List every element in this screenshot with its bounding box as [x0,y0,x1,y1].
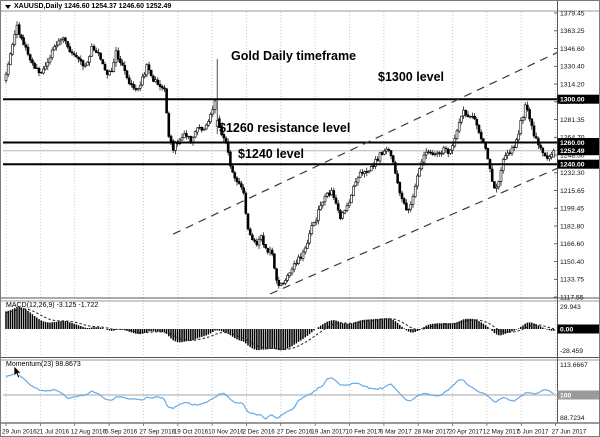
chart-title: XAUUSD,Daily 1246.60 1254.37 1246.60 125… [14,3,172,10]
panel-dividers [1,1,599,424]
svg-text:27 Dec 2016: 27 Dec 2016 [277,429,313,436]
svg-text:1300.00: 1300.00 [560,97,585,104]
svg-text:27 Sep 2016: 27 Sep 2016 [139,429,175,436]
svg-text:1232.30: 1232.30 [560,170,585,177]
annotation-1240-level: $1240 level [238,147,305,161]
chart-title-bar: XAUUSD,Daily 1246.60 1254.37 1246.60 125… [5,2,171,11]
svg-text:19 Jan 2017: 19 Jan 2017 [311,429,346,436]
macd-values: -3.125 -1.722 [56,302,99,309]
svg-text:1215.65: 1215.65 [560,188,585,195]
svg-text:-28.459: -28.459 [560,348,583,355]
macd-signal-line [5,308,554,350]
symbol-dropdown-icon[interactable] [5,4,11,9]
momentum-indicator-label: Momentum(23) 98.8673 [6,361,81,368]
svg-text:1330.40: 1330.40 [560,64,585,71]
svg-text:113.6667: 113.6667 [560,362,588,369]
svg-text:1182.80: 1182.80 [560,223,584,230]
price-axis[interactable]: 1379.451363.251346.601330.401314.201297.… [554,10,600,422]
svg-text:1199.45: 1199.45 [560,206,584,213]
annotation-1260-level: $1260 resistance level [219,121,351,135]
svg-text:2 Dec 2016: 2 Dec 2016 [243,429,276,436]
svg-text:1363.25: 1363.25 [560,28,585,35]
macd-histogram [5,307,555,351]
svg-text:1346.60: 1346.60 [560,46,585,53]
svg-text:28 Mar 2017: 28 Mar 2017 [414,429,450,436]
momentum-value: 98.8673 [55,361,81,368]
momentum-name: Momentum(23) [6,361,54,368]
svg-text:5 Sep 2016: 5 Sep 2016 [105,429,138,436]
trend-channel[interactable] [172,51,560,295]
svg-text:1260.00: 1260.00 [560,140,585,147]
svg-text:1248.50: 1248.50 [560,152,585,159]
svg-text:19 Oct 2016: 19 Oct 2016 [174,429,209,436]
annotation-gold-title: Gold Daily timeframe [231,49,357,63]
svg-text:1379.45: 1379.45 [560,10,585,17]
svg-text:10 Nov 2016: 10 Nov 2016 [208,429,244,436]
svg-text:20 Apr 2017: 20 Apr 2017 [449,429,483,436]
svg-text:88.7234: 88.7234 [560,415,585,422]
svg-text:27 Jun 2017: 27 Jun 2017 [552,429,587,436]
svg-text:100: 100 [560,393,572,400]
mouse-cursor-icon [13,366,22,379]
svg-text:10 Feb 2017: 10 Feb 2017 [346,429,382,436]
svg-text:29.943: 29.943 [560,304,581,311]
svg-text:0.00: 0.00 [560,327,573,334]
svg-text:1117.55: 1117.55 [560,294,584,301]
horizontal-level-lines[interactable] [3,98,557,166]
time-axis[interactable]: 29 Jun 2016 21 Jul 2016 12 Aug 2016 5 Sep 2… [2,423,587,436]
macd-indicator-label: MACD(12,26,9) -3.125 -1.722 [6,302,98,309]
annotation-1300-level: $1300 level [378,70,445,84]
svg-text:29 Jun 2016: 29 Jun 2016 [2,429,37,436]
svg-text:1150.40: 1150.40 [560,259,584,266]
svg-text:1314.20: 1314.20 [560,81,585,88]
macd-name: MACD(12,26,9) [6,302,55,309]
svg-text:5 Jun 2017: 5 Jun 2017 [517,429,549,436]
momentum-line [5,372,555,420]
candlestick-series [4,21,556,289]
svg-text:1240.00: 1240.00 [560,162,585,169]
svg-text:12 Aug 2016: 12 Aug 2016 [71,429,107,436]
svg-text:12 May 2017: 12 May 2017 [483,429,520,436]
svg-text:21 Jul 2016: 21 Jul 2016 [36,429,69,436]
svg-text:6 Mar 2017: 6 Mar 2017 [380,429,412,436]
grid-lines [5,12,557,423]
svg-text:1281.35: 1281.35 [560,117,585,124]
svg-text:1166.60: 1166.60 [560,241,584,248]
svg-text:1133.75: 1133.75 [560,277,584,284]
svg-text:1252.49: 1252.49 [560,148,585,155]
